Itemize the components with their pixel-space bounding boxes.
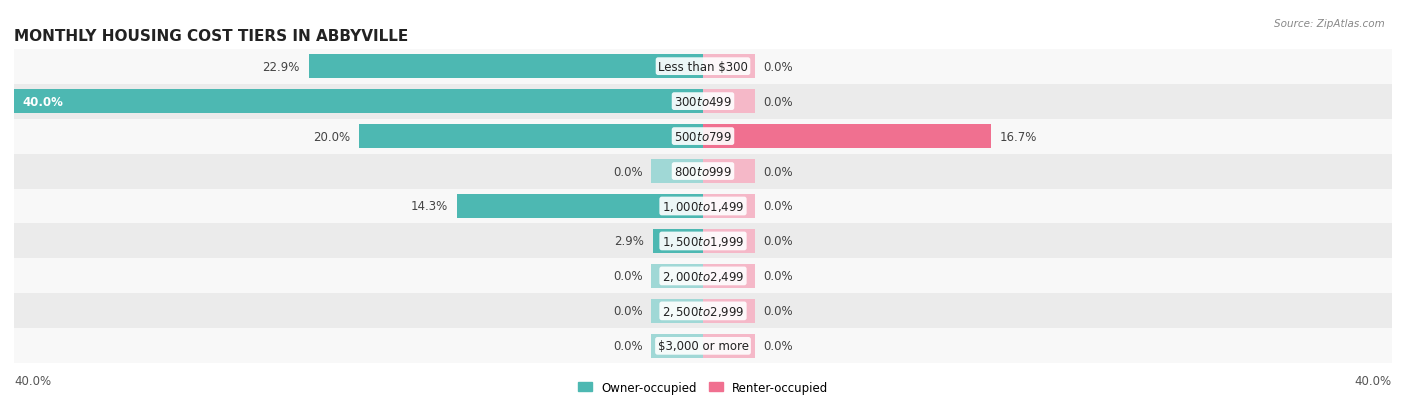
Text: Less than $300: Less than $300	[658, 61, 748, 74]
Bar	[703, 125, 991, 149]
Text: 40.0%: 40.0%	[1355, 374, 1392, 387]
Text: 20.0%: 20.0%	[312, 130, 350, 143]
Text: $800 to $999: $800 to $999	[673, 165, 733, 178]
Bar	[14, 224, 1392, 259]
Bar	[457, 194, 703, 219]
Text: 0.0%: 0.0%	[613, 339, 643, 352]
Text: 16.7%: 16.7%	[1000, 130, 1036, 143]
Text: 0.0%: 0.0%	[613, 270, 643, 283]
Text: 0.0%: 0.0%	[763, 200, 793, 213]
Text: 0.0%: 0.0%	[763, 61, 793, 74]
Bar	[14, 50, 1392, 84]
Text: $2,000 to $2,499: $2,000 to $2,499	[662, 269, 744, 283]
Bar	[703, 55, 755, 79]
Bar	[14, 259, 1392, 294]
Text: 0.0%: 0.0%	[763, 270, 793, 283]
Text: Source: ZipAtlas.com: Source: ZipAtlas.com	[1274, 19, 1385, 28]
Bar	[308, 55, 703, 79]
Bar	[652, 229, 703, 254]
Bar	[703, 334, 755, 358]
Bar	[703, 90, 755, 114]
Bar	[14, 329, 1392, 363]
Text: 0.0%: 0.0%	[763, 339, 793, 352]
Bar	[703, 229, 755, 254]
Text: $1,500 to $1,999: $1,500 to $1,999	[662, 235, 744, 248]
Text: 0.0%: 0.0%	[763, 305, 793, 318]
Text: 2.9%: 2.9%	[614, 235, 644, 248]
Bar	[703, 194, 755, 219]
Bar	[651, 334, 703, 358]
Text: 0.0%: 0.0%	[613, 305, 643, 318]
Text: MONTHLY HOUSING COST TIERS IN ABBYVILLE: MONTHLY HOUSING COST TIERS IN ABBYVILLE	[14, 29, 408, 44]
Bar	[14, 294, 1392, 329]
Bar	[651, 159, 703, 184]
Text: $300 to $499: $300 to $499	[673, 95, 733, 108]
Text: $3,000 or more: $3,000 or more	[658, 339, 748, 352]
Text: 0.0%: 0.0%	[763, 235, 793, 248]
Bar	[703, 264, 755, 288]
Bar	[14, 90, 703, 114]
Bar	[14, 154, 1392, 189]
Text: 0.0%: 0.0%	[763, 95, 793, 108]
Text: 0.0%: 0.0%	[763, 165, 793, 178]
Text: 40.0%: 40.0%	[14, 374, 51, 387]
Text: $1,000 to $1,499: $1,000 to $1,499	[662, 199, 744, 214]
Legend: Owner-occupied, Renter-occupied: Owner-occupied, Renter-occupied	[572, 376, 834, 399]
Bar	[14, 84, 1392, 119]
Text: 14.3%: 14.3%	[411, 200, 449, 213]
Text: 40.0%: 40.0%	[22, 95, 63, 108]
Bar	[651, 299, 703, 323]
Text: 22.9%: 22.9%	[263, 61, 299, 74]
Bar	[703, 299, 755, 323]
Bar	[14, 119, 1392, 154]
Text: $500 to $799: $500 to $799	[673, 130, 733, 143]
Text: $2,500 to $2,999: $2,500 to $2,999	[662, 304, 744, 318]
Bar	[651, 264, 703, 288]
Bar	[359, 125, 703, 149]
Text: 0.0%: 0.0%	[613, 165, 643, 178]
Bar	[14, 189, 1392, 224]
Bar	[703, 159, 755, 184]
